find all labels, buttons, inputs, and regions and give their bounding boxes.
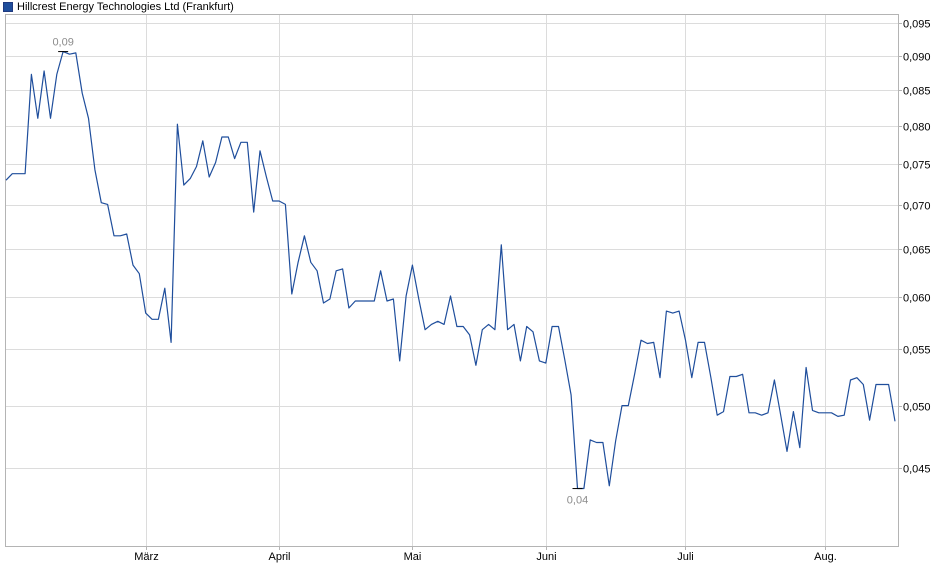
x-tick-label: März — [134, 551, 158, 563]
x-tick-label: Juli — [677, 551, 694, 563]
y-tick-label: 0,050 — [903, 402, 931, 414]
series-line — [5, 51, 896, 490]
y-axis: 0,045 0,050 0,055 0,060 0,065 0,070 0,075 0,080… — [898, 19, 931, 476]
x-tick-label: Juni — [536, 551, 556, 563]
max-label: 0,09 — [52, 37, 73, 49]
x-tick-label: Mai — [404, 551, 422, 563]
y-tick-label: 0,095 — [903, 19, 931, 31]
x-tick-label: Aug. — [814, 551, 837, 563]
y-tick-label: 0,055 — [903, 345, 931, 357]
y-tick-label: 0,060 — [903, 293, 931, 305]
y-tick-label: 0,080 — [903, 122, 931, 134]
x-tick-label: April — [268, 551, 290, 563]
legend-swatch — [3, 2, 13, 12]
legend: Hillcrest Energy Technologies Ltd (Frank… — [3, 1, 234, 13]
annotations: 0,09 0,04 — [52, 37, 588, 507]
x-axis: März April Mai Juni Juli Aug. — [134, 546, 837, 563]
legend-series-name: Hillcrest Energy Technologies Ltd (Frank… — [17, 1, 234, 13]
y-tick-label: 0,085 — [903, 86, 931, 98]
grid-lines — [5, 14, 898, 546]
y-tick-label: 0,045 — [903, 464, 931, 476]
min-label: 0,04 — [567, 495, 588, 507]
y-tick-label: 0,065 — [903, 245, 931, 257]
y-tick-label: 0,090 — [903, 52, 931, 64]
y-tick-label: 0,075 — [903, 160, 931, 172]
y-tick-label: 0,070 — [903, 201, 931, 213]
plot-frame — [5, 14, 899, 547]
